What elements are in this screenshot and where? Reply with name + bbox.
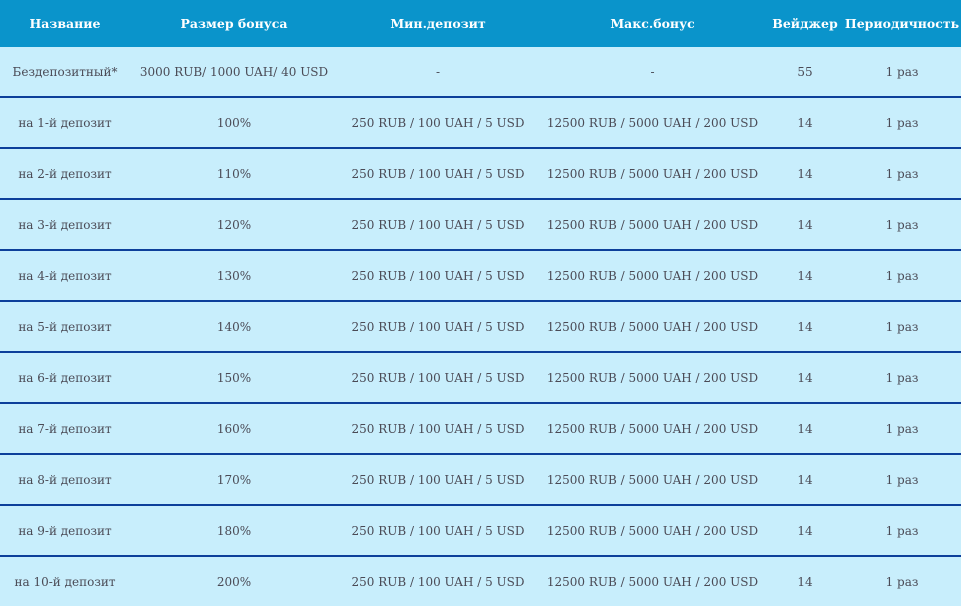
cell-max-bonus: 12500 RUB / 5000 UAH / 200 USD (538, 352, 767, 404)
cell-min-deposit: 250 RUB / 100 UAH / 5 USD (338, 454, 538, 506)
cell-name: на 1-й депозит (0, 97, 130, 149)
cell-min-deposit: 250 RUB / 100 UAH / 5 USD (338, 556, 538, 606)
cell-max-bonus: 12500 RUB / 5000 UAH / 200 USD (538, 148, 767, 200)
cell-wager: 55 (767, 47, 843, 98)
table-row: на 6-й депозит 150% 250 RUB / 100 UAH / 5 … (0, 352, 961, 404)
cell-min-deposit: 250 RUB / 100 UAH / 5 USD (338, 301, 538, 353)
cell-min-deposit: 250 RUB / 100 UAH / 5 USD (338, 352, 538, 404)
header-max-bonus: Макс.бонус (538, 0, 767, 47)
table-row: на 9-й депозит 180% 250 RUB / 100 UAH / 5 … (0, 505, 961, 557)
cell-max-bonus: 12500 RUB / 5000 UAH / 200 USD (538, 505, 767, 557)
cell-bonus-size: 120% (130, 199, 338, 251)
header-periodicity: Периодичность (843, 0, 961, 47)
cell-min-deposit: - (338, 47, 538, 98)
cell-bonus-size: 170% (130, 454, 338, 506)
cell-wager: 14 (767, 454, 843, 506)
cell-periodicity: 1 раз (843, 199, 961, 251)
cell-wager: 14 (767, 352, 843, 404)
cell-periodicity: 1 раз (843, 148, 961, 200)
table-row: на 10-й депозит 200% 250 RUB / 100 UAH / 5… (0, 556, 961, 606)
cell-bonus-size: 150% (130, 352, 338, 404)
cell-name: на 2-й депозит (0, 148, 130, 200)
cell-name: на 10-й депозит (0, 556, 130, 606)
cell-wager: 14 (767, 97, 843, 149)
cell-name: на 6-й депозит (0, 352, 130, 404)
cell-bonus-size: 160% (130, 403, 338, 455)
cell-wager: 14 (767, 556, 843, 606)
cell-max-bonus: 12500 RUB / 5000 UAH / 200 USD (538, 301, 767, 353)
cell-max-bonus: 12500 RUB / 5000 UAH / 200 USD (538, 199, 767, 251)
cell-wager: 14 (767, 505, 843, 557)
header-min-deposit: Мин.депозит (338, 0, 538, 47)
cell-name: Бездепозитный* (0, 47, 130, 98)
cell-bonus-size: 100% (130, 97, 338, 149)
cell-name: на 7-й депозит (0, 403, 130, 455)
header-name: Название (0, 0, 130, 47)
table-row: на 7-й депозит 160% 250 RUB / 100 UAH / 5 … (0, 403, 961, 455)
cell-wager: 14 (767, 148, 843, 200)
cell-min-deposit: 250 RUB / 100 UAH / 5 USD (338, 505, 538, 557)
cell-wager: 14 (767, 250, 843, 302)
cell-bonus-size: 3000 RUB/ 1000 UAH/ 40 USD (130, 47, 338, 98)
cell-max-bonus: - (538, 47, 767, 98)
cell-max-bonus: 12500 RUB / 5000 UAH / 200 USD (538, 403, 767, 455)
cell-max-bonus: 12500 RUB / 5000 UAH / 200 USD (538, 454, 767, 506)
cell-wager: 14 (767, 403, 843, 455)
cell-wager: 14 (767, 301, 843, 353)
table-row: на 4-й депозит 130% 250 RUB / 100 UAH / 5 … (0, 250, 961, 302)
header-bonus-size: Размер бонуса (130, 0, 338, 47)
cell-bonus-size: 200% (130, 556, 338, 606)
table-row: на 8-й депозит 170% 250 RUB / 100 UAH / 5 … (0, 454, 961, 506)
cell-bonus-size: 130% (130, 250, 338, 302)
cell-min-deposit: 250 RUB / 100 UAH / 5 USD (338, 250, 538, 302)
table-header-row: Название Размер бонуса Мин.депозит Макс.бон… (0, 0, 961, 47)
cell-periodicity: 1 раз (843, 505, 961, 557)
cell-periodicity: 1 раз (843, 454, 961, 506)
table-row: на 3-й депозит 120% 250 RUB / 100 UAH / 5 … (0, 199, 961, 251)
table-row: на 2-й депозит 110% 250 RUB / 100 UAH / 5 … (0, 148, 961, 200)
cell-min-deposit: 250 RUB / 100 UAH / 5 USD (338, 403, 538, 455)
cell-wager: 14 (767, 199, 843, 251)
cell-min-deposit: 250 RUB / 100 UAH / 5 USD (338, 148, 538, 200)
table-row: на 5-й депозит 140% 250 RUB / 100 UAH / 5 … (0, 301, 961, 353)
cell-bonus-size: 140% (130, 301, 338, 353)
cell-bonus-size: 180% (130, 505, 338, 557)
cell-max-bonus: 12500 RUB / 5000 UAH / 200 USD (538, 97, 767, 149)
table-row: на 1-й депозит 100% 250 RUB / 100 UAH / 5 … (0, 97, 961, 149)
cell-periodicity: 1 раз (843, 250, 961, 302)
cell-bonus-size: 110% (130, 148, 338, 200)
cell-name: на 9-й депозит (0, 505, 130, 557)
table-row: Бездепозитный* 3000 RUB/ 1000 UAH/ 40 USD… (0, 47, 961, 98)
cell-periodicity: 1 раз (843, 403, 961, 455)
cell-periodicity: 1 раз (843, 301, 961, 353)
cell-periodicity: 1 раз (843, 556, 961, 606)
cell-name: на 8-й депозит (0, 454, 130, 506)
cell-name: на 4-й депозит (0, 250, 130, 302)
cell-max-bonus: 12500 RUB / 5000 UAH / 200 USD (538, 250, 767, 302)
header-wager: Вейджер (767, 0, 843, 47)
cell-max-bonus: 12500 RUB / 5000 UAH / 200 USD (538, 556, 767, 606)
cell-periodicity: 1 раз (843, 97, 961, 149)
cell-min-deposit: 250 RUB / 100 UAH / 5 USD (338, 199, 538, 251)
cell-min-deposit: 250 RUB / 100 UAH / 5 USD (338, 97, 538, 149)
cell-periodicity: 1 раз (843, 352, 961, 404)
cell-name: на 5-й депозит (0, 301, 130, 353)
cell-periodicity: 1 раз (843, 47, 961, 98)
cell-name: на 3-й депозит (0, 199, 130, 251)
